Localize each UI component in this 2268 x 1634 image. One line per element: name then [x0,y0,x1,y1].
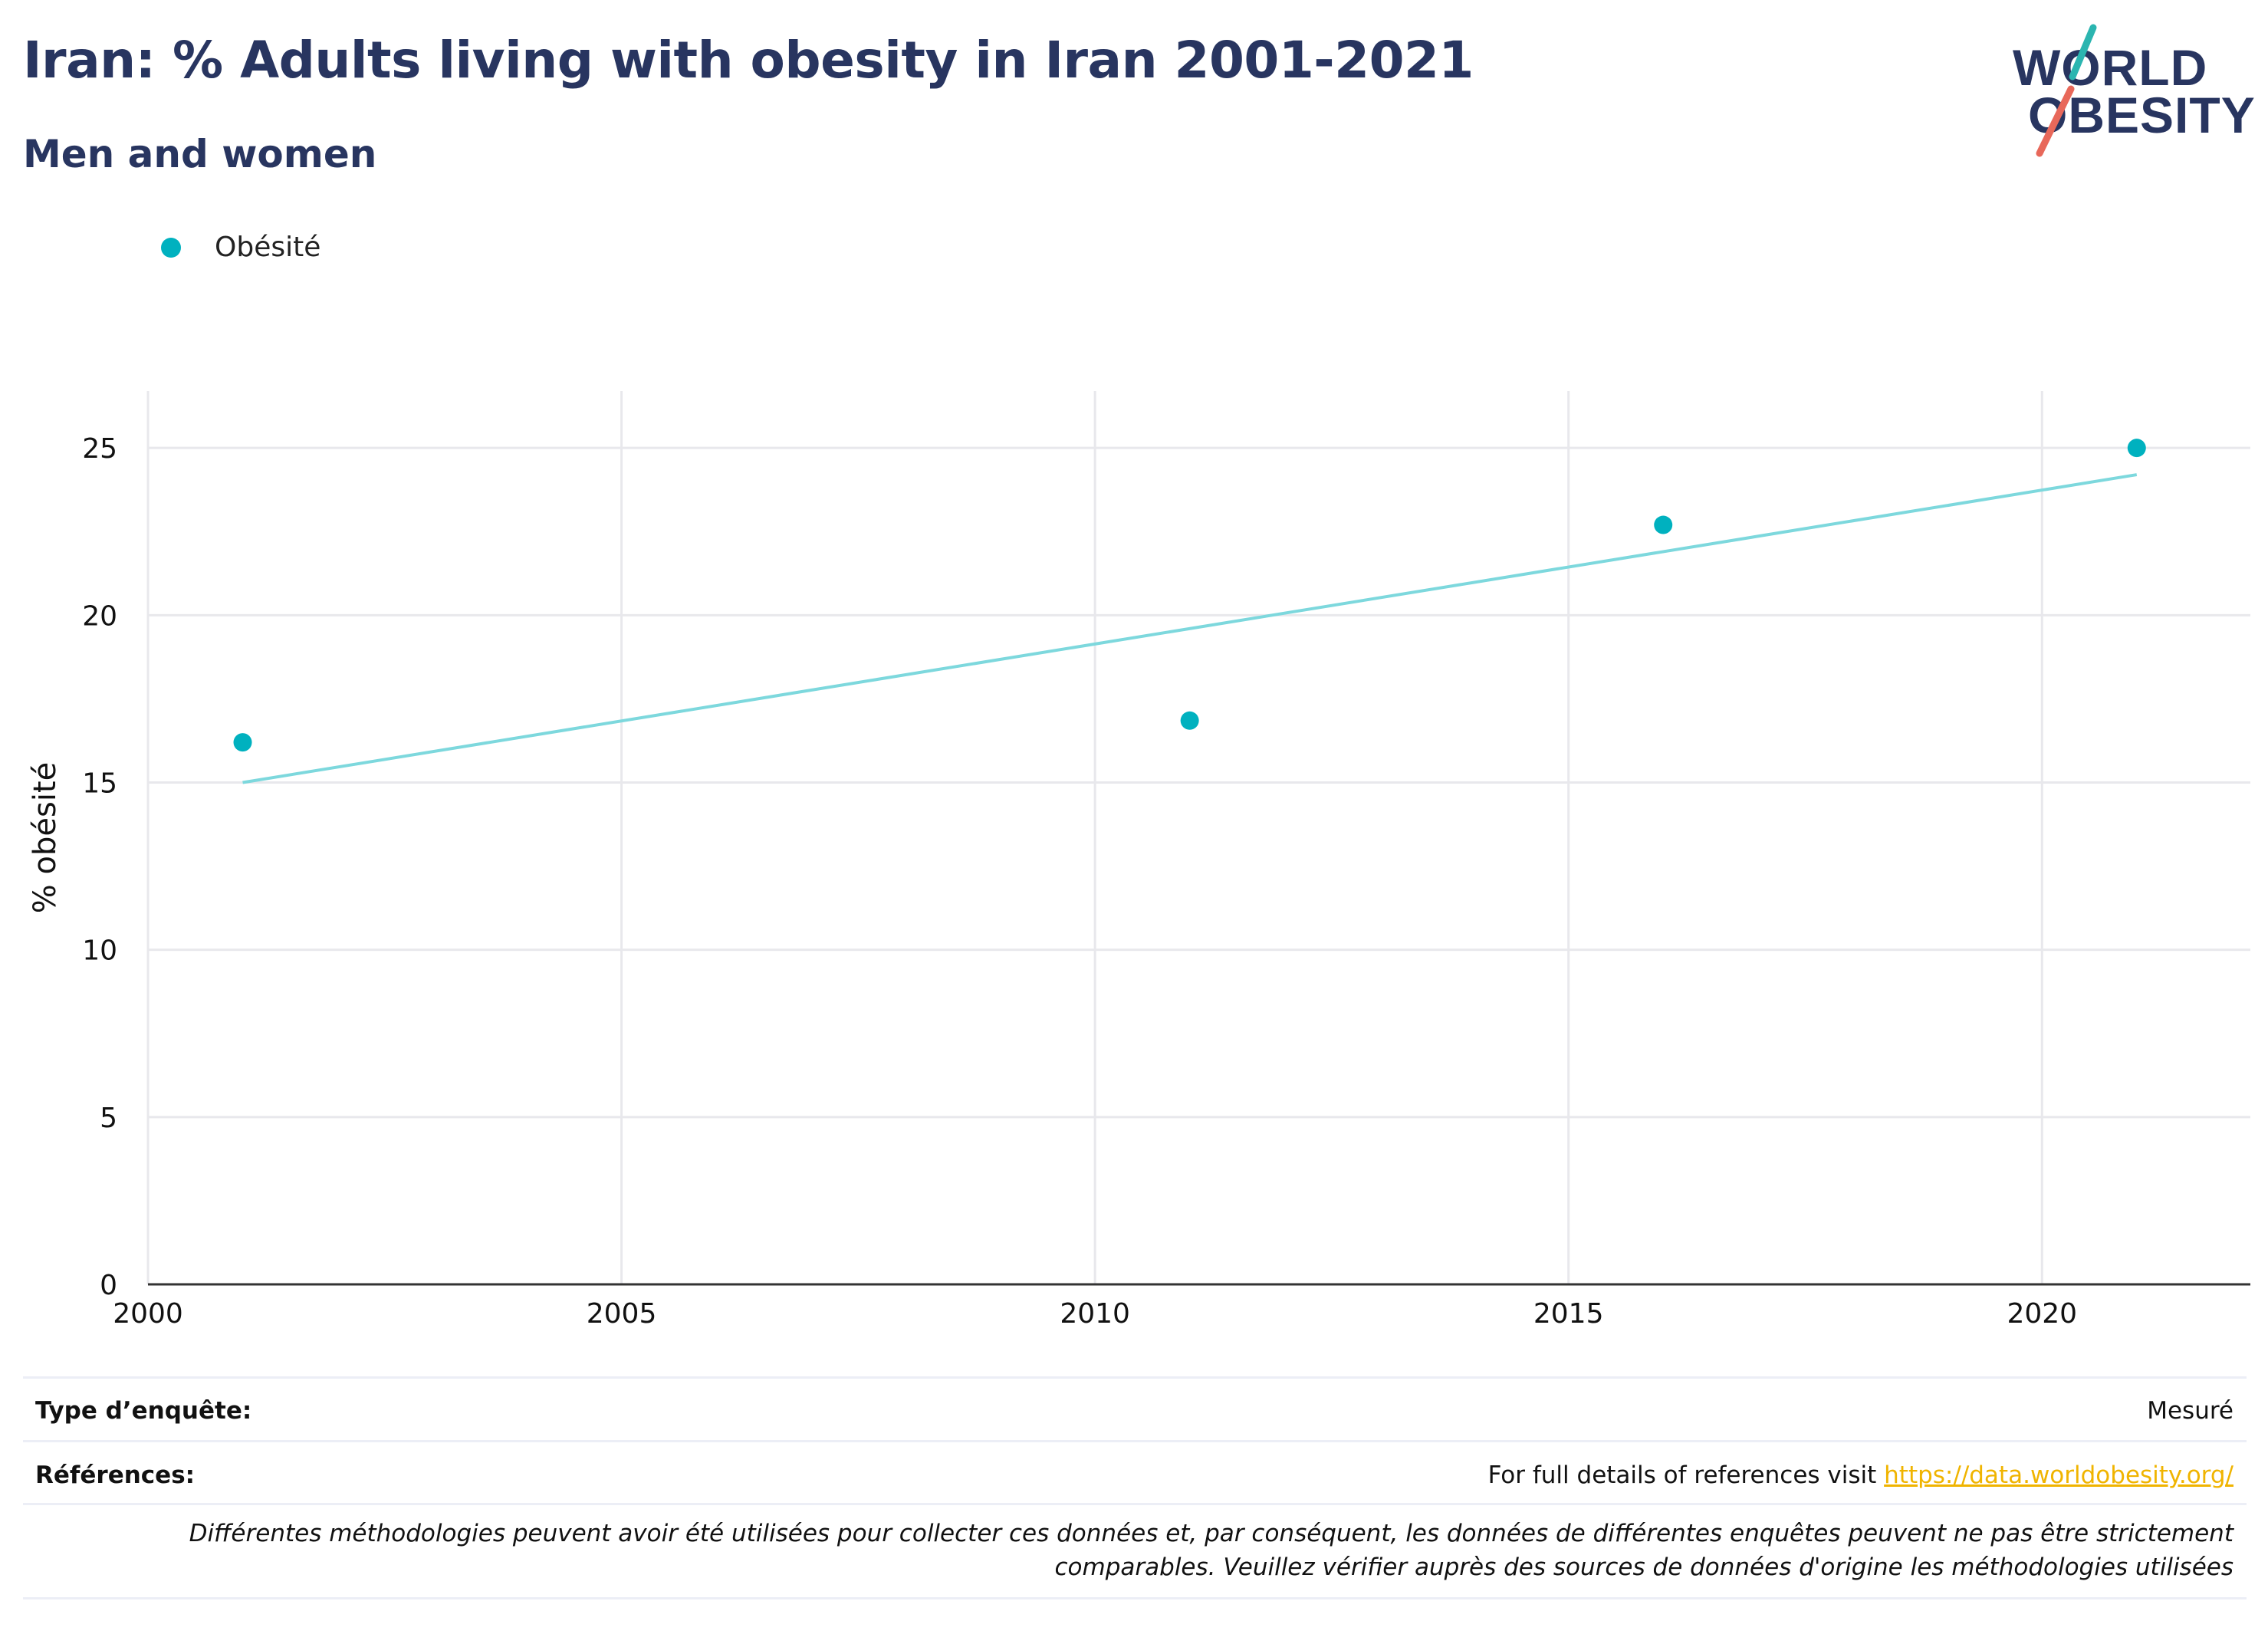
data-point [1654,515,1673,534]
footer-divider [23,1597,2247,1599]
references-label: Références: [35,1461,196,1489]
footer-divider [23,1376,2247,1379]
y-axis-label: % obésité [28,762,63,913]
data-point [1180,711,1199,730]
y-tick-label: 25 [82,433,117,465]
y-tick-label: 15 [82,768,117,800]
disclaimer-line-2: comparables. Veuillez vérifier auprès de… [1054,1553,2233,1581]
y-tick-label: 0 [100,1270,117,1301]
data-point [233,733,252,752]
x-tick-label: 2000 [113,1298,183,1330]
data-point [2127,439,2146,458]
x-tick-label: 2015 [1533,1298,1604,1330]
world-obesity-logo: WORLD OBESITY [2005,23,2258,161]
footer-divider [23,1503,2247,1505]
logo-word-world: WORLD [2013,39,2208,96]
y-tick-label: 20 [82,600,117,632]
chart-title: Iran: % Adults living with obesity in Ir… [23,31,1474,90]
survey-type-value: Mesuré [2147,1397,2233,1425]
x-tick-label: 2005 [587,1298,657,1330]
footer-divider [23,1440,2247,1442]
x-tick-label: 2010 [1060,1298,1130,1330]
references-link[interactable]: https://data.worldobesity.org/ [1884,1461,2233,1489]
legend-label-obesite: Obésité [215,232,321,263]
trendline [242,473,2138,784]
scatter-chart: 2000 2005 2010 2015 2020 0 5 10 15 20 25 % obésité [28,391,2250,1330]
legend-marker [161,237,181,258]
y-tick-label: 10 [82,935,117,967]
disclaimer: Différentes méthodologies peuvent avoir … [163,1517,2233,1584]
references-text: For full details of references visit [1487,1461,1885,1489]
chart-subtitle: Men and women [23,132,377,176]
logo-slash-icon [2036,24,2097,157]
disclaimer-line-1: Différentes méthodologies peuvent avoir … [189,1520,2233,1547]
references-value: For full details of references visit htt… [1488,1461,2233,1489]
y-tick-label: 5 [100,1103,117,1134]
survey-type-label: Type d’enquête: [35,1397,252,1425]
legend[interactable]: Obésité [161,232,320,263]
x-tick-label: 2020 [2007,1298,2077,1330]
